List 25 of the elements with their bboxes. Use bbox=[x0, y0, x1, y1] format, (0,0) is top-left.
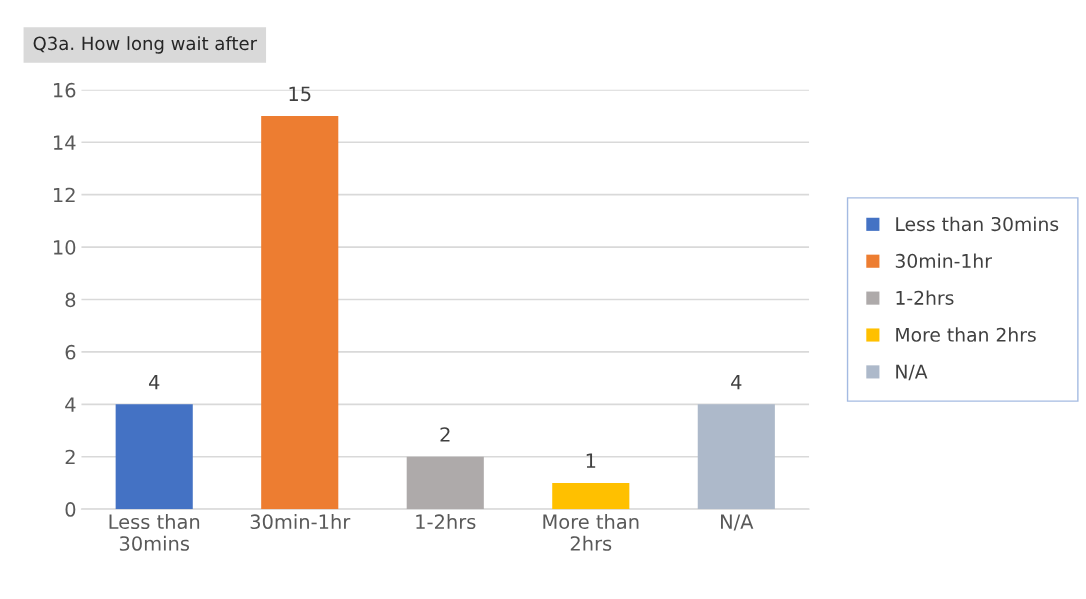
x-tick-label: 30min-1hr bbox=[250, 514, 351, 530]
x-tick-label: 1-2hrs bbox=[416, 514, 476, 530]
y-tick-label: 4 bbox=[65, 397, 76, 412]
x-tick-label: N/A bbox=[721, 514, 754, 531]
y-tick-label: 10 bbox=[53, 240, 76, 255]
legend-label: Less than 30mins bbox=[896, 216, 1059, 232]
legend-label: 1-2hrs bbox=[896, 290, 954, 305]
legend-label: More than 2hrs bbox=[896, 327, 1036, 342]
y-tick-label: 6 bbox=[65, 344, 76, 360]
x-tick-label: More than 2hrs bbox=[543, 514, 639, 551]
y-tick-label: 12 bbox=[53, 187, 75, 203]
legend-label: 30min-1hr bbox=[895, 253, 992, 269]
data-label: 4 bbox=[148, 374, 160, 390]
y-tick-label: 16 bbox=[53, 82, 76, 98]
data-label: 4 bbox=[731, 374, 742, 390]
data-label: 15 bbox=[289, 86, 311, 102]
y-tick-label: 0 bbox=[65, 502, 76, 517]
x-tick-label: Less than 30mins bbox=[109, 514, 200, 551]
y-tick-label: 2 bbox=[65, 449, 75, 465]
chart-title: Q3a. How long wait after bbox=[33, 36, 258, 54]
legend-label: N/A bbox=[896, 364, 928, 381]
data-label: 2 bbox=[440, 427, 450, 442]
y-tick-label: 14 bbox=[53, 135, 76, 150]
data-label: 1 bbox=[586, 453, 596, 468]
y-tick-label: 8 bbox=[65, 292, 76, 308]
